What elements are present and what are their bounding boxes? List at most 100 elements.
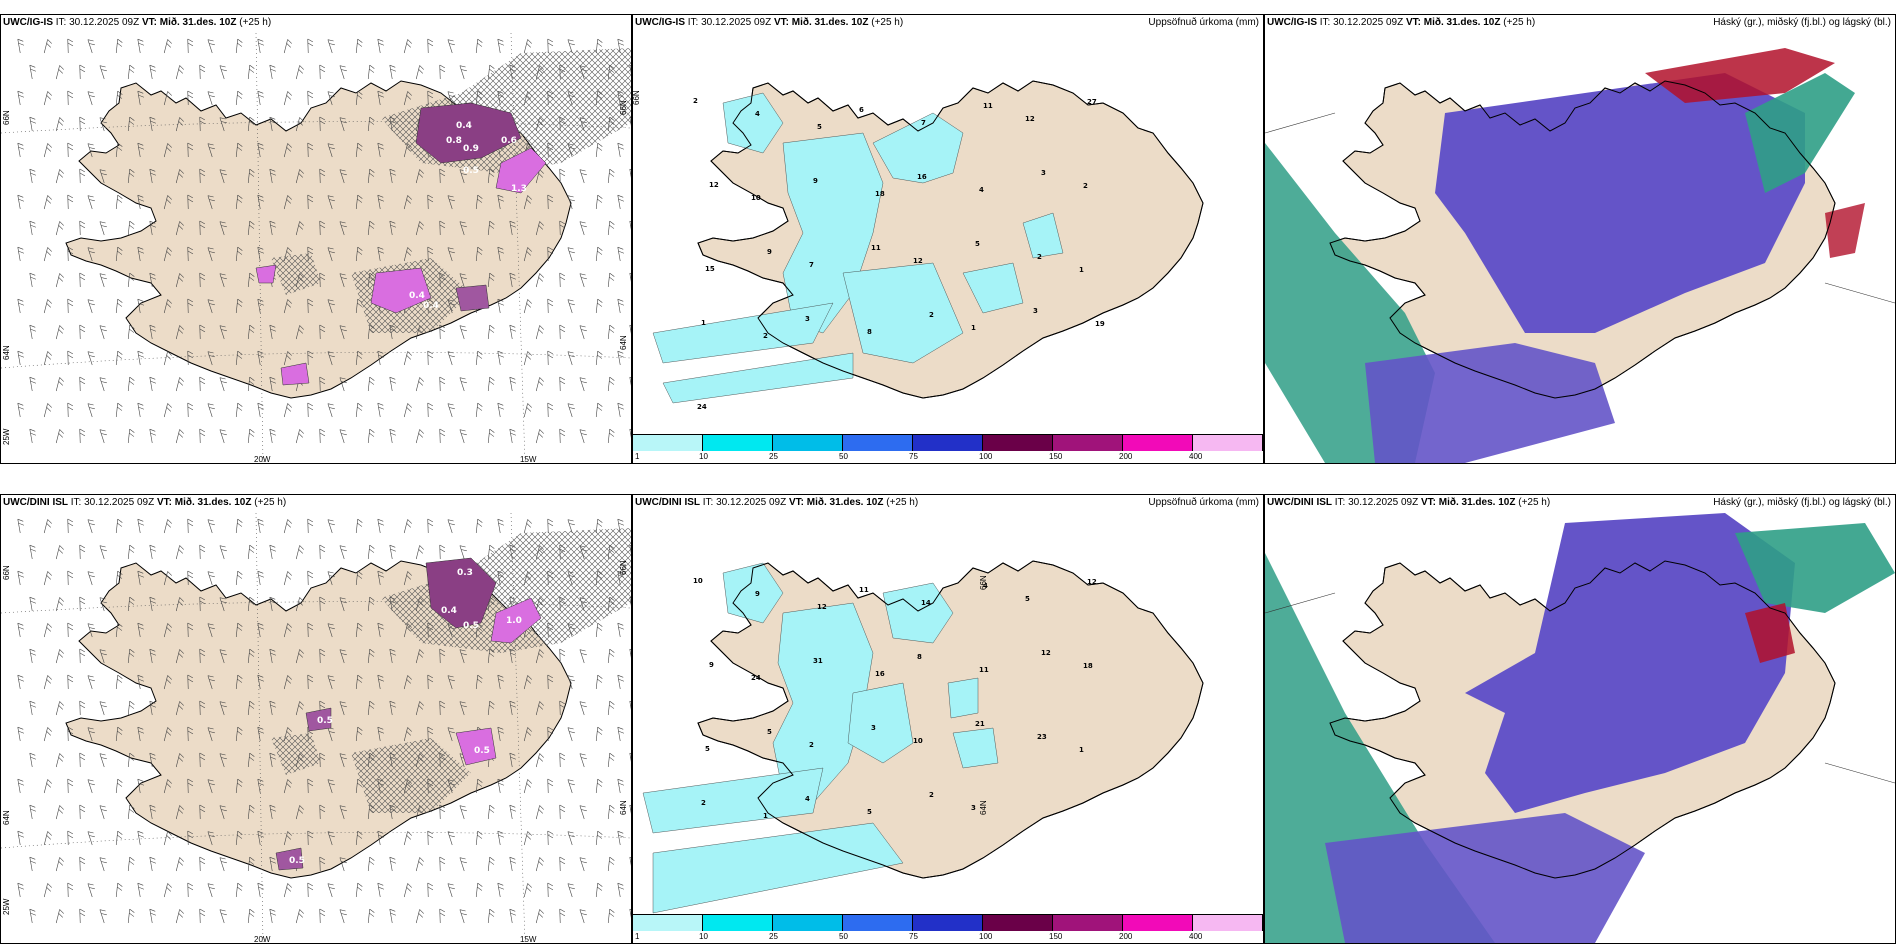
wind-barb — [127, 428, 135, 444]
wind-barb — [389, 220, 397, 236]
hail-value: 1.3 — [511, 184, 527, 194]
precip-map: 2456711122712109181643215971112521123821… — [652, 80, 1204, 411]
wind-barb — [295, 597, 304, 612]
wind-barb — [29, 272, 37, 288]
wind-barb — [355, 402, 363, 418]
precip-value: 3 — [871, 724, 876, 732]
precip-value: 4 — [979, 186, 984, 194]
wind-barb — [497, 830, 505, 846]
wind-barb — [567, 351, 575, 366]
wind-barb — [523, 195, 532, 210]
precip-value: 7 — [921, 119, 926, 127]
precip-value: 12 — [817, 603, 827, 611]
wind-barb — [307, 778, 314, 794]
wind-barb — [307, 402, 314, 418]
wind-barb — [17, 90, 25, 106]
wind-barb — [55, 545, 64, 560]
wind-barb — [339, 429, 347, 444]
wind-barb — [403, 831, 412, 846]
wind-barb — [497, 778, 505, 794]
wind-barb — [99, 273, 107, 288]
wind-barb — [307, 882, 314, 898]
precip-value: 24 — [697, 403, 707, 411]
wind-barb — [115, 142, 123, 158]
wind-barb — [475, 402, 483, 418]
wind-barb — [43, 519, 52, 534]
wind-barb — [403, 247, 412, 262]
wind-barb — [367, 596, 375, 612]
wind-barb — [487, 272, 495, 288]
wind-barb — [607, 428, 615, 444]
wind-barb — [295, 65, 304, 80]
wind-barb — [219, 65, 227, 80]
wind-barb — [67, 674, 74, 690]
colorbar-tick: 25 — [769, 452, 778, 461]
wind-barb — [17, 142, 25, 158]
wind-barb — [115, 726, 123, 742]
colorbar-segment — [913, 915, 983, 931]
wind-barb — [219, 273, 227, 288]
precip-panel-bottom: UWC/DINI ISL IT: 30.12.2025 09Z VT: Mið.… — [632, 494, 1264, 944]
wind-barb — [115, 830, 123, 846]
wind-barb — [29, 220, 37, 236]
wind-barb — [595, 298, 603, 314]
wind-barb — [79, 752, 86, 768]
lat-label: 66N — [2, 110, 11, 125]
wind-barb — [377, 402, 385, 418]
wind-barb — [29, 544, 37, 560]
hail-value: 0.3 — [457, 568, 473, 578]
wind-barb — [137, 142, 145, 158]
wind-barb — [439, 324, 446, 340]
wind-barb — [163, 351, 172, 366]
wind-barb — [55, 273, 64, 288]
wind-barb — [137, 194, 145, 210]
colorbar-tick: 10 — [699, 452, 708, 461]
wind-barb — [377, 350, 385, 366]
wind-barb — [149, 220, 157, 236]
wind-barb — [447, 727, 455, 742]
wind-barb — [579, 429, 587, 444]
wind-barb — [43, 623, 52, 638]
precip-value: 12 — [709, 181, 719, 189]
wind-barb — [29, 908, 37, 924]
colorbar-segment — [983, 915, 1053, 931]
wind-barb — [579, 649, 587, 664]
wind-barb — [269, 648, 277, 664]
colorbar-segment — [773, 915, 843, 931]
wind-barb — [355, 38, 363, 54]
mid-cloud-area — [1745, 73, 1855, 193]
wind-barb — [235, 518, 243, 534]
wind-barb — [175, 377, 184, 392]
lon-label: 20W — [254, 455, 271, 464]
lat-label: 25W — [2, 428, 11, 445]
wind-barb — [175, 545, 184, 560]
precip-area — [722, 92, 784, 154]
wind-barb — [439, 908, 446, 924]
wind-barb — [509, 324, 517, 340]
wind-barb — [439, 168, 446, 184]
wind-barb — [547, 674, 554, 690]
wind-barb — [389, 700, 397, 716]
wind-barb — [137, 830, 145, 846]
wind-barb — [307, 350, 314, 366]
wind-barb — [257, 622, 265, 638]
wind-barb — [219, 117, 227, 132]
wind-barb — [55, 377, 64, 392]
wind-barb — [247, 648, 255, 664]
wind-barb — [617, 674, 625, 690]
wind-barb — [567, 675, 575, 690]
wind-barb — [547, 298, 554, 314]
precip-value: 1 — [1079, 746, 1084, 754]
wind-barb — [439, 64, 446, 80]
wind-barb — [43, 195, 52, 210]
wind-barb — [163, 91, 172, 106]
wind-barb — [509, 752, 517, 768]
wind-barb — [257, 674, 265, 690]
wind-barb — [487, 376, 495, 392]
cloud-panel-top: UWC/IG-IS IT: 30.12.2025 09Z VT: Mið. 31… — [1264, 14, 1896, 464]
wind-barb — [389, 648, 397, 664]
wind-barb — [629, 324, 631, 340]
wind-barb — [17, 570, 25, 586]
wind-barb — [629, 648, 631, 664]
boundary-line — [1824, 762, 1895, 784]
